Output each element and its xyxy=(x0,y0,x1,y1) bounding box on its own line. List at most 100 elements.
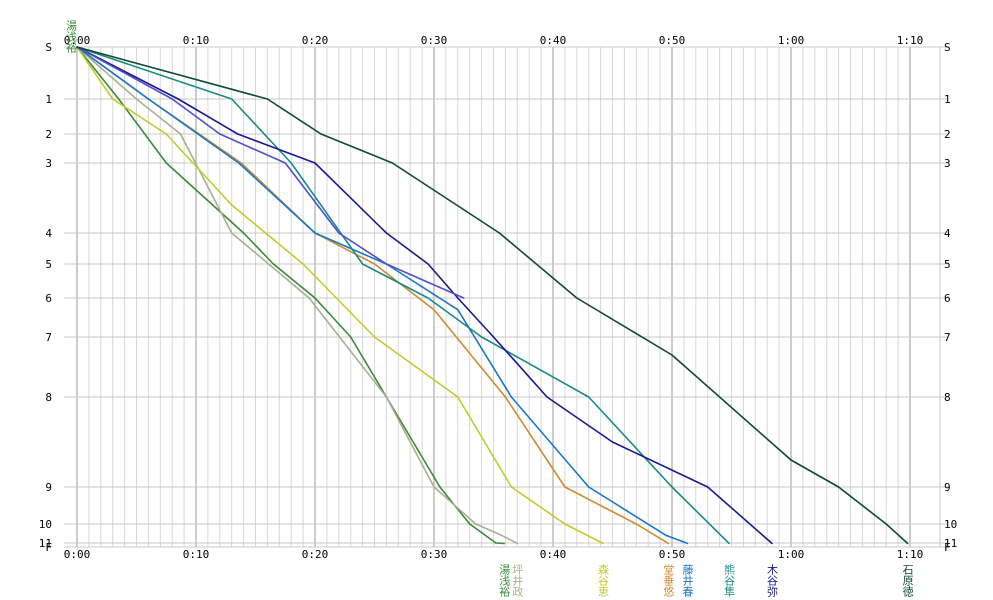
series-point xyxy=(230,98,233,100)
y-tick-label-left: 8 xyxy=(45,391,52,404)
x-tick-label-bottom: 0:10 xyxy=(183,548,210,561)
series-point xyxy=(135,98,138,100)
series-point xyxy=(885,523,887,525)
y-tick-label-right: 3 xyxy=(944,157,951,170)
series-point xyxy=(427,263,429,265)
series-point xyxy=(230,232,233,234)
x-tick-label-top: 1:00 xyxy=(778,34,805,47)
series-point xyxy=(308,297,310,299)
runner-name-label: 木谷弥 xyxy=(765,564,778,598)
x-tick-label-bottom: 1:10 xyxy=(897,548,924,561)
series-point xyxy=(314,162,316,164)
series-point xyxy=(516,542,519,545)
series-point xyxy=(587,486,590,488)
y-tick-label-right: F xyxy=(944,541,951,554)
series-point xyxy=(165,133,168,135)
series-point xyxy=(320,133,322,135)
series-point xyxy=(439,486,441,488)
series-point xyxy=(314,297,316,299)
runner-name-label: 熊谷隼 xyxy=(723,563,736,597)
runner-name-label: 湯浅裕 xyxy=(498,564,511,598)
x-tick-label-top: 1:10 xyxy=(897,34,924,47)
series-point xyxy=(706,486,709,488)
y-tick-label-left: 6 xyxy=(45,292,52,305)
series-point xyxy=(587,396,590,398)
y-tick-label-right: 9 xyxy=(944,481,951,494)
axis-labels: 0:00 0:00 0:10 0:10 0:20 0:20 0:30 0:30 0:40 0:40… xyxy=(39,34,958,561)
series-point xyxy=(238,162,240,164)
series-line-5 xyxy=(76,46,688,545)
series-point xyxy=(302,263,304,265)
series-point xyxy=(671,486,673,488)
series-point xyxy=(391,162,394,164)
series-lines xyxy=(76,46,909,545)
y-tick-label-right: 8 xyxy=(944,391,951,404)
series-point xyxy=(433,308,435,311)
series-point xyxy=(495,542,497,544)
runner-name-label: 森谷恵 xyxy=(596,563,609,597)
series-point xyxy=(240,162,243,164)
series-point xyxy=(564,523,566,525)
series-point xyxy=(667,542,670,545)
series-point xyxy=(385,396,388,398)
series-point xyxy=(76,46,78,48)
series-point xyxy=(504,396,507,398)
grid xyxy=(64,46,948,548)
y-tick-label-left: 3 xyxy=(45,157,52,170)
series-point xyxy=(510,396,513,398)
y-tick-label-left: 1 xyxy=(45,93,52,106)
series-point xyxy=(171,98,173,100)
series-line-1 xyxy=(76,46,505,545)
series-point xyxy=(576,297,578,299)
series-point xyxy=(117,98,120,100)
x-tick-label-bottom: 1:00 xyxy=(778,548,805,561)
series-point xyxy=(373,336,376,338)
x-tick-label-top: 0:50 xyxy=(659,34,686,47)
runner-name-label: 坪井政 xyxy=(511,564,524,598)
series-point xyxy=(165,162,168,164)
series-point xyxy=(837,486,840,488)
runner-names: 湯浅裕 坪井政 森谷恵 堂垂悠 藤井春 熊谷隼 木谷弥 石原徳 xyxy=(498,563,914,598)
series-point xyxy=(314,232,316,234)
series-line-7 xyxy=(76,46,773,545)
x-tick-label-bottom: 0:50 xyxy=(659,548,686,561)
series-point xyxy=(111,98,114,100)
series-point xyxy=(771,542,773,545)
series-point xyxy=(728,542,730,545)
series-point xyxy=(385,232,388,234)
y-tick-label-right: 6 xyxy=(944,292,951,305)
series-point xyxy=(457,297,459,299)
series-point xyxy=(671,354,673,356)
y-tick-label-left: 11 xyxy=(39,537,52,550)
series-point xyxy=(385,263,388,265)
x-tick-label-top: 0:00 xyxy=(64,34,91,47)
x-tick-label-bottom: 0:40 xyxy=(540,548,567,561)
y-tick-label-right: 5 xyxy=(944,258,951,271)
series-point xyxy=(611,441,614,443)
series-point xyxy=(457,308,459,311)
series-point xyxy=(179,133,182,135)
y-tick-label-right: 1 xyxy=(944,93,951,106)
series-point xyxy=(427,297,429,299)
y-tick-label-right: 4 xyxy=(944,227,951,240)
y-tick-label-right: 11 xyxy=(944,537,957,550)
y-tick-label-right: S xyxy=(944,41,951,54)
runner-name-label: 藤井春 xyxy=(681,564,694,598)
y-tick-label-left: S xyxy=(45,41,52,54)
series-point xyxy=(635,523,638,525)
series-point xyxy=(906,542,909,545)
y-tick-label-left: 10 xyxy=(39,518,52,531)
y-tick-label-left: 5 xyxy=(45,258,52,271)
y-tick-label-left: 2 xyxy=(45,128,52,141)
top-left-runner-label: 湯浅裕 xyxy=(65,20,78,54)
series-line-3 xyxy=(76,46,604,545)
y-tick-label-left: F xyxy=(45,541,52,554)
y-tick-label-left: 7 xyxy=(45,331,52,344)
y-tick-label-right: 7 xyxy=(944,331,951,344)
series-point xyxy=(474,523,477,525)
series-point xyxy=(468,523,471,525)
series-point xyxy=(290,162,293,164)
series-point xyxy=(498,232,501,234)
x-tick-label-top: 0:10 xyxy=(183,34,210,47)
series-point xyxy=(546,396,548,398)
